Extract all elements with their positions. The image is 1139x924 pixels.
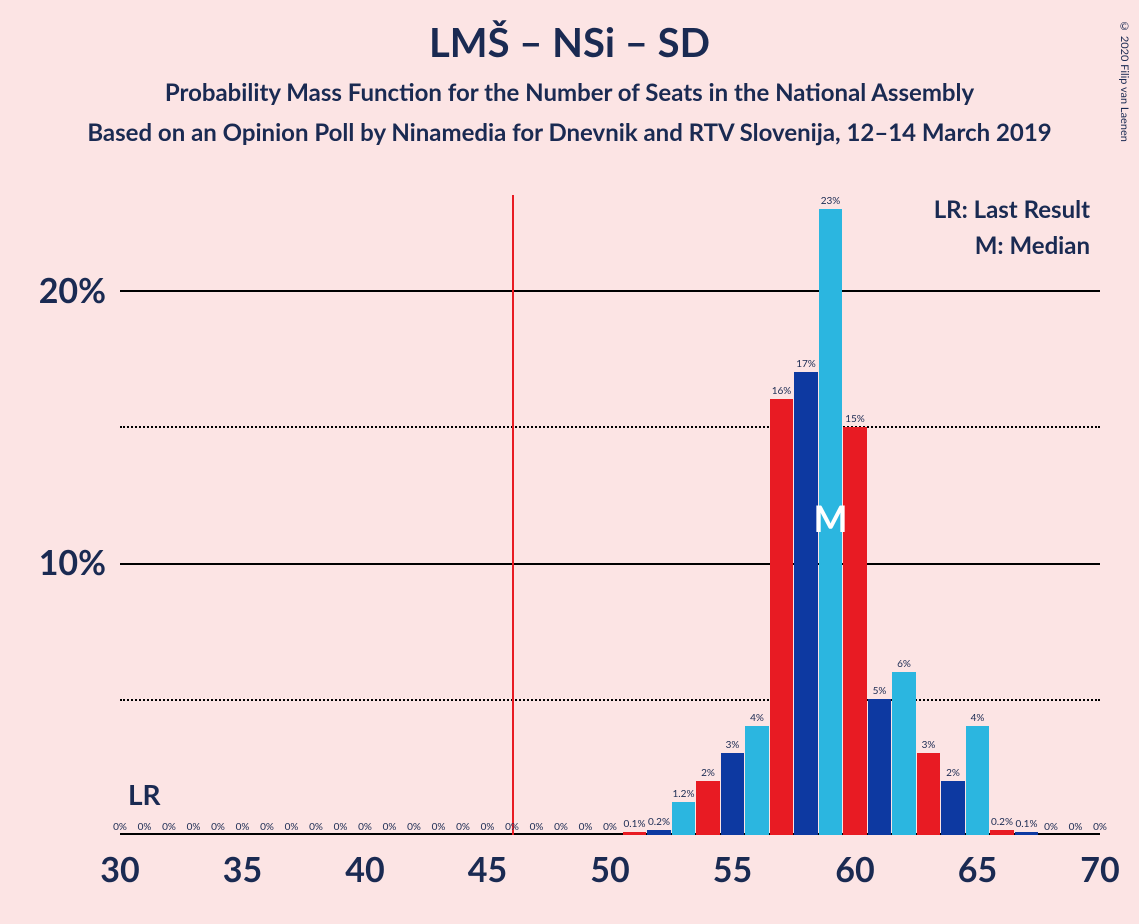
bar-value-label: 0% [530, 821, 544, 833]
bar-value-label: 0% [579, 821, 593, 833]
bar [917, 753, 940, 835]
x-tick-label: 30 [100, 849, 139, 890]
bar-value-label: 2% [701, 767, 715, 779]
bar [745, 726, 768, 835]
bar [721, 753, 744, 835]
bar-value-label: 0% [407, 821, 421, 833]
bar [868, 699, 891, 835]
bar-value-label: 0% [456, 821, 470, 833]
bar-value-label: 4% [971, 712, 985, 724]
bar-value-label: 6% [897, 658, 911, 670]
x-tick-label: 50 [590, 849, 629, 890]
x-tick-label: 45 [468, 849, 507, 890]
bar [647, 830, 670, 835]
bar-value-label: 0% [1093, 821, 1107, 833]
bar-value-label: 0% [285, 821, 299, 833]
bar-value-label: 4% [750, 712, 764, 724]
bar-value-label: 0.1% [1016, 818, 1038, 830]
plot-area: LR: Last Result M: Median 10%20%LR303540… [120, 195, 1100, 835]
bar-value-label: 5% [873, 685, 887, 697]
lr-reference-line [512, 195, 514, 835]
bar-value-label: 15% [845, 413, 865, 425]
bar-value-label: 0% [236, 821, 250, 833]
bar-value-label: 2% [946, 767, 960, 779]
gridline-major [120, 290, 1100, 292]
bar-value-label: 0.2% [991, 816, 1013, 828]
x-tick-label: 70 [1080, 849, 1119, 890]
bar-value-label: 0% [187, 821, 201, 833]
copyright-text: © 2020 Filip van Laenen [1118, 20, 1131, 142]
bar-value-label: 0% [383, 821, 397, 833]
chart-subtitle-2: Based on an Opinion Poll by Ninamedia fo… [0, 118, 1139, 147]
chart-container: LMŠ – NSi – SD Probability Mass Function… [0, 0, 1139, 924]
bar-value-label: 0.1% [624, 818, 646, 830]
bar-value-label: 1.2% [673, 788, 695, 800]
bar-value-label: 17% [796, 358, 816, 370]
bar [794, 372, 817, 835]
bar [941, 781, 964, 835]
bar-value-label: 0% [138, 821, 152, 833]
y-tick-label: 10% [10, 542, 106, 583]
bar-value-label: 0% [334, 821, 348, 833]
bar-value-label: 0% [358, 821, 372, 833]
bar [696, 781, 719, 835]
bar-value-label: 0% [162, 821, 176, 833]
gridline-major [120, 563, 1100, 565]
bar-value-label: 0% [505, 821, 519, 833]
bar-value-label: 0% [309, 821, 323, 833]
lr-axis-label: LR [128, 777, 161, 811]
x-tick-label: 65 [958, 849, 997, 890]
bar-value-label: 0% [432, 821, 446, 833]
x-tick-label: 35 [223, 849, 262, 890]
bar-value-label: 0% [211, 821, 225, 833]
x-tick-label: 55 [713, 849, 752, 890]
bar-value-label: 0% [554, 821, 568, 833]
gridline-minor [120, 699, 1100, 701]
y-tick-label: 20% [10, 270, 106, 311]
bar-value-label: 3% [726, 739, 740, 751]
bar-value-label: 0% [603, 821, 617, 833]
chart-title: LMŠ – NSi – SD [0, 18, 1139, 66]
bar [990, 830, 1013, 835]
bar-value-label: 0% [113, 821, 127, 833]
bar-value-label: 0% [1069, 821, 1083, 833]
bar-value-label: 0% [1044, 821, 1058, 833]
bar [770, 399, 793, 835]
x-tick-label: 40 [345, 849, 384, 890]
bar-value-label: 0.2% [648, 816, 670, 828]
median-marker: M [813, 496, 847, 540]
bar [892, 672, 915, 835]
chart-subtitle-1: Probability Mass Function for the Number… [0, 78, 1139, 107]
bar [623, 832, 646, 835]
bar-value-label: 3% [922, 739, 936, 751]
bar-value-label: 23% [821, 195, 841, 207]
legend-lr: LR: Last Result [934, 195, 1090, 224]
bar [672, 802, 695, 835]
bar [1015, 832, 1038, 835]
bar [966, 726, 989, 835]
x-tick-label: 60 [835, 849, 874, 890]
bar-value-label: 0% [481, 821, 495, 833]
legend-m: M: Median [975, 231, 1090, 260]
gridline-minor [120, 426, 1100, 428]
bar [843, 427, 866, 836]
bar-value-label: 0% [260, 821, 274, 833]
bar-value-label: 16% [772, 385, 792, 397]
